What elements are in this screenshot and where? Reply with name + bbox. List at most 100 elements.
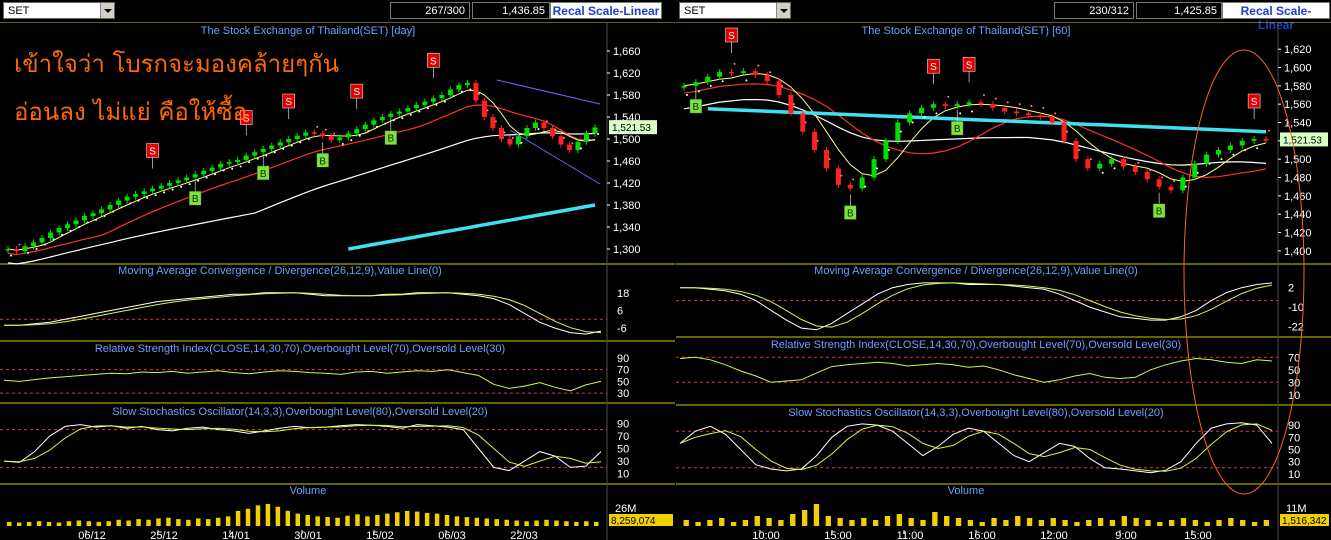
right-recal-scale-button[interactable]: Recal Scale-Linear: [1222, 2, 1330, 32]
left-macd-tick: -6: [617, 323, 627, 335]
volume-bar: [801, 510, 808, 526]
candle: [558, 136, 564, 145]
volume-bar: [444, 515, 450, 526]
volume-bar: [719, 518, 725, 526]
right-stoch-tick: 10: [1288, 469, 1300, 481]
candle: [1073, 140, 1079, 160]
volume-bar: [255, 505, 261, 526]
sar-dot: [316, 125, 319, 128]
candle: [320, 133, 326, 137]
sar-dot: [146, 196, 149, 199]
candle: [1263, 139, 1269, 141]
volume-bar: [1240, 520, 1246, 526]
sar-dot: [1149, 169, 1152, 172]
volume-bar: [524, 521, 529, 526]
right-volume-tag-box: [1280, 514, 1329, 526]
sar-dot: [1125, 156, 1128, 159]
sell-signal-label: S: [285, 97, 292, 108]
candle: [1037, 115, 1043, 117]
volume-bar: [1109, 520, 1116, 526]
sar-dot: [112, 210, 115, 213]
left-rsi-tick: 50: [617, 376, 629, 388]
chevron-down-icon[interactable]: [100, 3, 114, 18]
sar-dot: [341, 142, 344, 145]
right-symbol-select[interactable]: SET: [679, 2, 791, 19]
volume-bar: [683, 520, 689, 526]
sar-dot: [129, 202, 132, 205]
right-ma-slow-line: [683, 98, 1267, 166]
sar-dot: [971, 110, 974, 113]
sar-dot: [1089, 158, 1092, 161]
volume-bar: [156, 518, 161, 526]
volume-bar: [1086, 520, 1092, 526]
left-symbol-value: SET: [8, 5, 30, 17]
sar-dot: [994, 97, 997, 100]
sar-dot: [887, 149, 890, 151]
sar-dot: [137, 199, 140, 202]
sar-dot: [10, 254, 12, 257]
sar-dot: [757, 64, 760, 67]
candle: [575, 141, 581, 150]
volume-bar: [285, 510, 291, 526]
sar-dot: [733, 62, 736, 65]
volume-bar: [205, 519, 211, 526]
sar-dot: [188, 183, 191, 186]
sar-dot: [781, 84, 784, 87]
candle: [48, 232, 54, 238]
sar-dot: [935, 112, 938, 115]
volume-bar: [116, 519, 121, 526]
left-price-title: The Stock Exchange of Thailand(SET) [day…: [201, 25, 415, 37]
volume-bar: [385, 513, 390, 526]
sar-dot: [899, 130, 902, 133]
candle: [243, 155, 249, 160]
sar-dot: [852, 178, 855, 181]
volume-bar: [594, 521, 599, 526]
right-date-label: 15:00: [824, 530, 852, 540]
candle: [235, 159, 241, 163]
left-price-tick: 1,380: [613, 200, 641, 212]
candle: [277, 142, 283, 146]
buy-signal-label: B: [693, 102, 700, 113]
candle: [201, 170, 207, 175]
right-date-label: 16:00: [968, 530, 996, 540]
sar-dot: [804, 121, 807, 124]
candle: [930, 104, 936, 108]
volume-bar: [86, 521, 92, 526]
sar-dot: [52, 238, 55, 241]
chevron-down-icon[interactable]: [776, 3, 790, 18]
left-last-value: 1,436.85: [472, 2, 550, 19]
right-price-tick: 1,580: [1284, 81, 1312, 93]
sar-dot: [460, 90, 463, 93]
sar-dot: [350, 139, 353, 142]
sar-dot: [239, 165, 242, 168]
right-price-tick: 1,500: [1284, 154, 1312, 166]
volume-bar: [730, 522, 737, 526]
volume-bar: [778, 520, 784, 526]
candle: [252, 152, 258, 156]
left-volume-tick: 26M: [615, 503, 636, 515]
candle: [39, 238, 45, 243]
right-date-label: 12:00: [1040, 530, 1068, 540]
candle: [396, 111, 402, 114]
sar-dot: [537, 128, 540, 131]
sar-dot: [1030, 105, 1033, 107]
right-stoch-tick: 30: [1288, 457, 1300, 469]
sar-dot: [520, 141, 523, 144]
candle: [107, 205, 113, 210]
left-volume-tag-box: [609, 514, 673, 526]
candle: [14, 249, 20, 252]
sar-dot: [1113, 167, 1116, 170]
sar-dot: [562, 136, 565, 139]
volume-bar: [26, 521, 32, 526]
candle: [549, 128, 555, 137]
volume-bar: [295, 513, 301, 526]
sar-dot: [401, 117, 404, 120]
left-symbol-select[interactable]: SET: [3, 2, 115, 19]
right-chart-canvas: The Stock Exchange of Thailand(SET) [60]…: [676, 22, 1331, 540]
volume-bar: [908, 518, 914, 526]
left-recal-scale-button[interactable]: Recal Scale-Linear: [550, 2, 662, 19]
candle: [1192, 163, 1198, 178]
sar-dot: [307, 138, 310, 140]
candle: [871, 159, 877, 178]
candle: [740, 71, 746, 73]
